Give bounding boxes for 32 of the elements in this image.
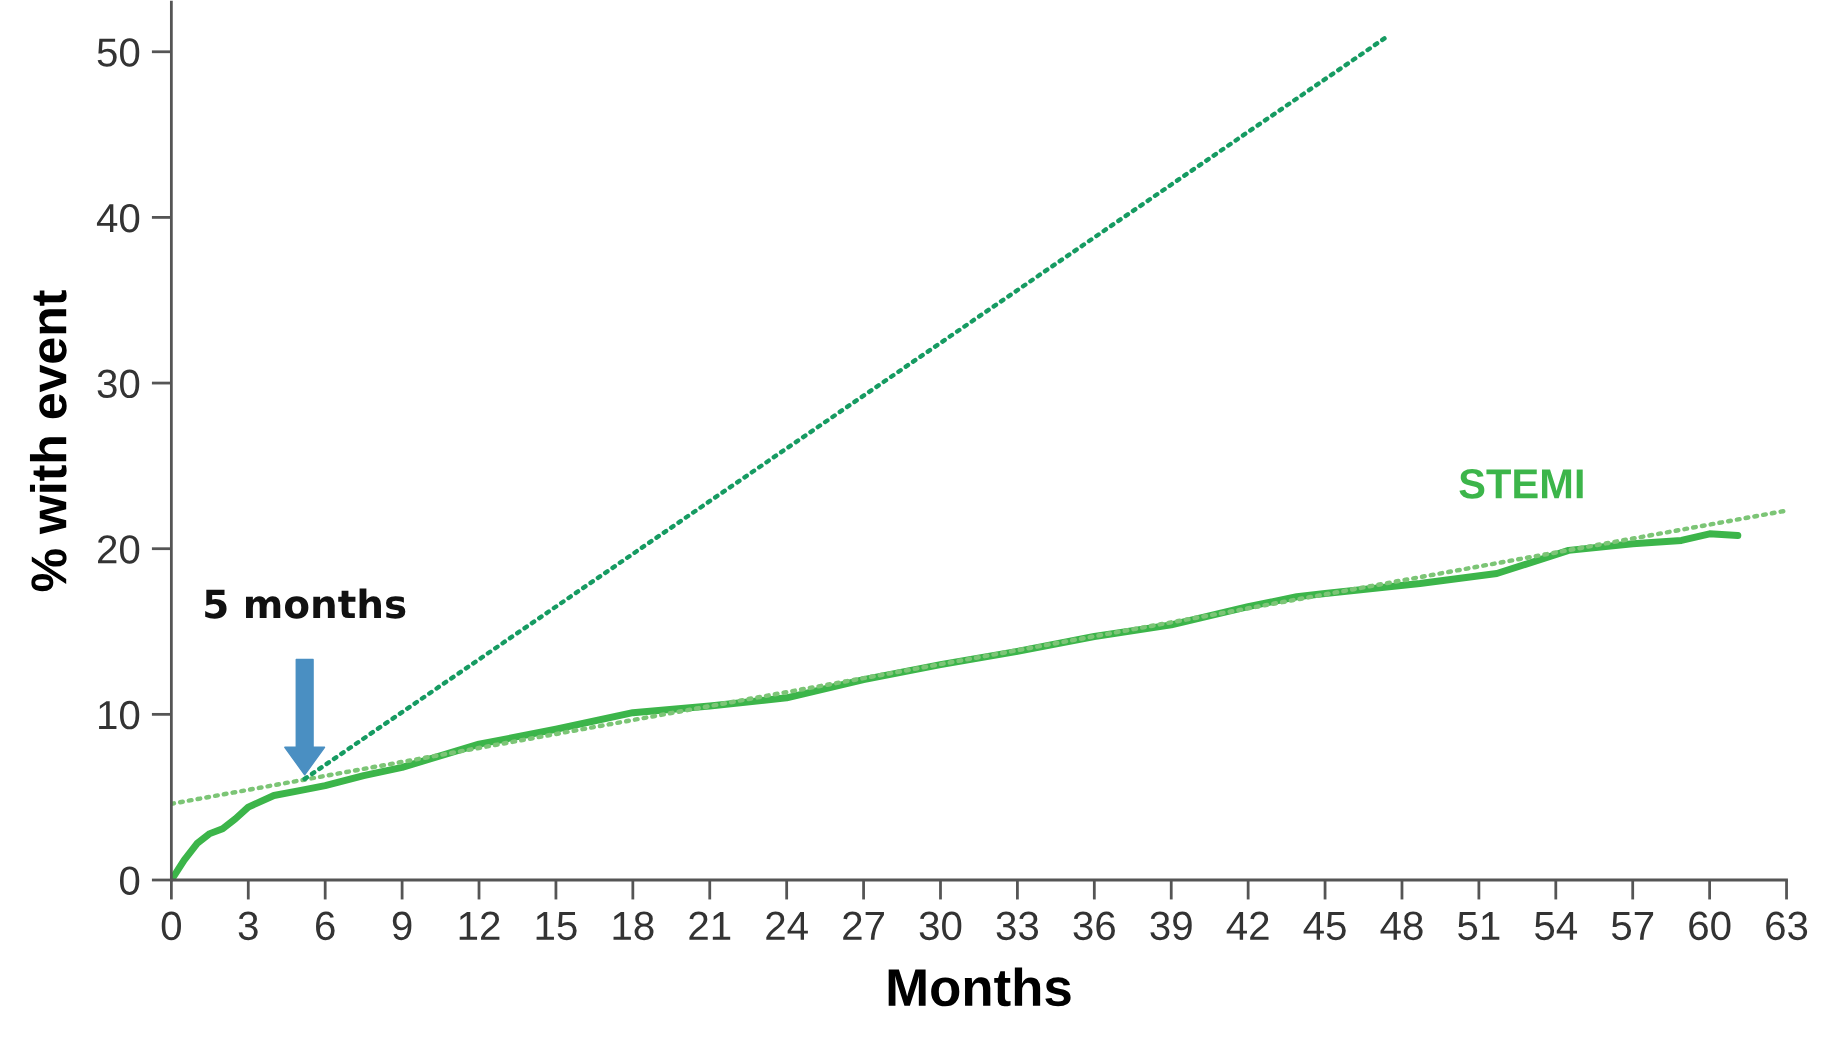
x-tick-label: 27 bbox=[843, 911, 884, 940]
annotation: 5 months bbox=[205, 588, 406, 619]
x-tick-label: 36 bbox=[1073, 911, 1115, 941]
x-tick-label: 30 bbox=[919, 911, 962, 941]
x-tick-label: 21 bbox=[689, 911, 731, 940]
x-tick-label: 39 bbox=[1150, 911, 1192, 941]
x-tick-label: 18 bbox=[613, 911, 654, 941]
x-tick-label: 51 bbox=[1458, 912, 1500, 941]
x-tick-label: 48 bbox=[1380, 911, 1423, 941]
x-tick-label: 0 bbox=[161, 911, 181, 941]
y-tick-label: 10 bbox=[99, 700, 140, 730]
y-tick-label: 40 bbox=[96, 203, 140, 233]
x-tick-label: 3 bbox=[238, 911, 258, 941]
x-tick-label: 42 bbox=[1226, 911, 1269, 940]
x-tick-label: 15 bbox=[536, 912, 577, 941]
x-tick-label: 45 bbox=[1303, 912, 1346, 941]
x-tick-label: 24 bbox=[766, 911, 808, 940]
y-tick-label: 50 bbox=[97, 38, 140, 67]
x-tick-label: 6 bbox=[316, 911, 335, 941]
y-tick-label: 20 bbox=[98, 535, 140, 564]
x-tick-label: 54 bbox=[1535, 912, 1578, 941]
x-tick-label: 57 bbox=[1611, 912, 1654, 941]
x-tick-label: 9 bbox=[392, 911, 412, 941]
x-tick-label: 12 bbox=[459, 911, 500, 940]
x-tick-label: 33 bbox=[996, 911, 1039, 941]
x-tick-label: 60 bbox=[1689, 911, 1731, 941]
x-tick-label: 63 bbox=[1766, 911, 1808, 941]
x-axis-title: Months bbox=[888, 967, 1071, 1007]
y-tick-label: 0 bbox=[119, 866, 140, 895]
y-axis-title: % with event bbox=[29, 290, 67, 592]
y-tick-label: 30 bbox=[97, 369, 140, 399]
series-label: STEMI bbox=[1459, 469, 1583, 499]
